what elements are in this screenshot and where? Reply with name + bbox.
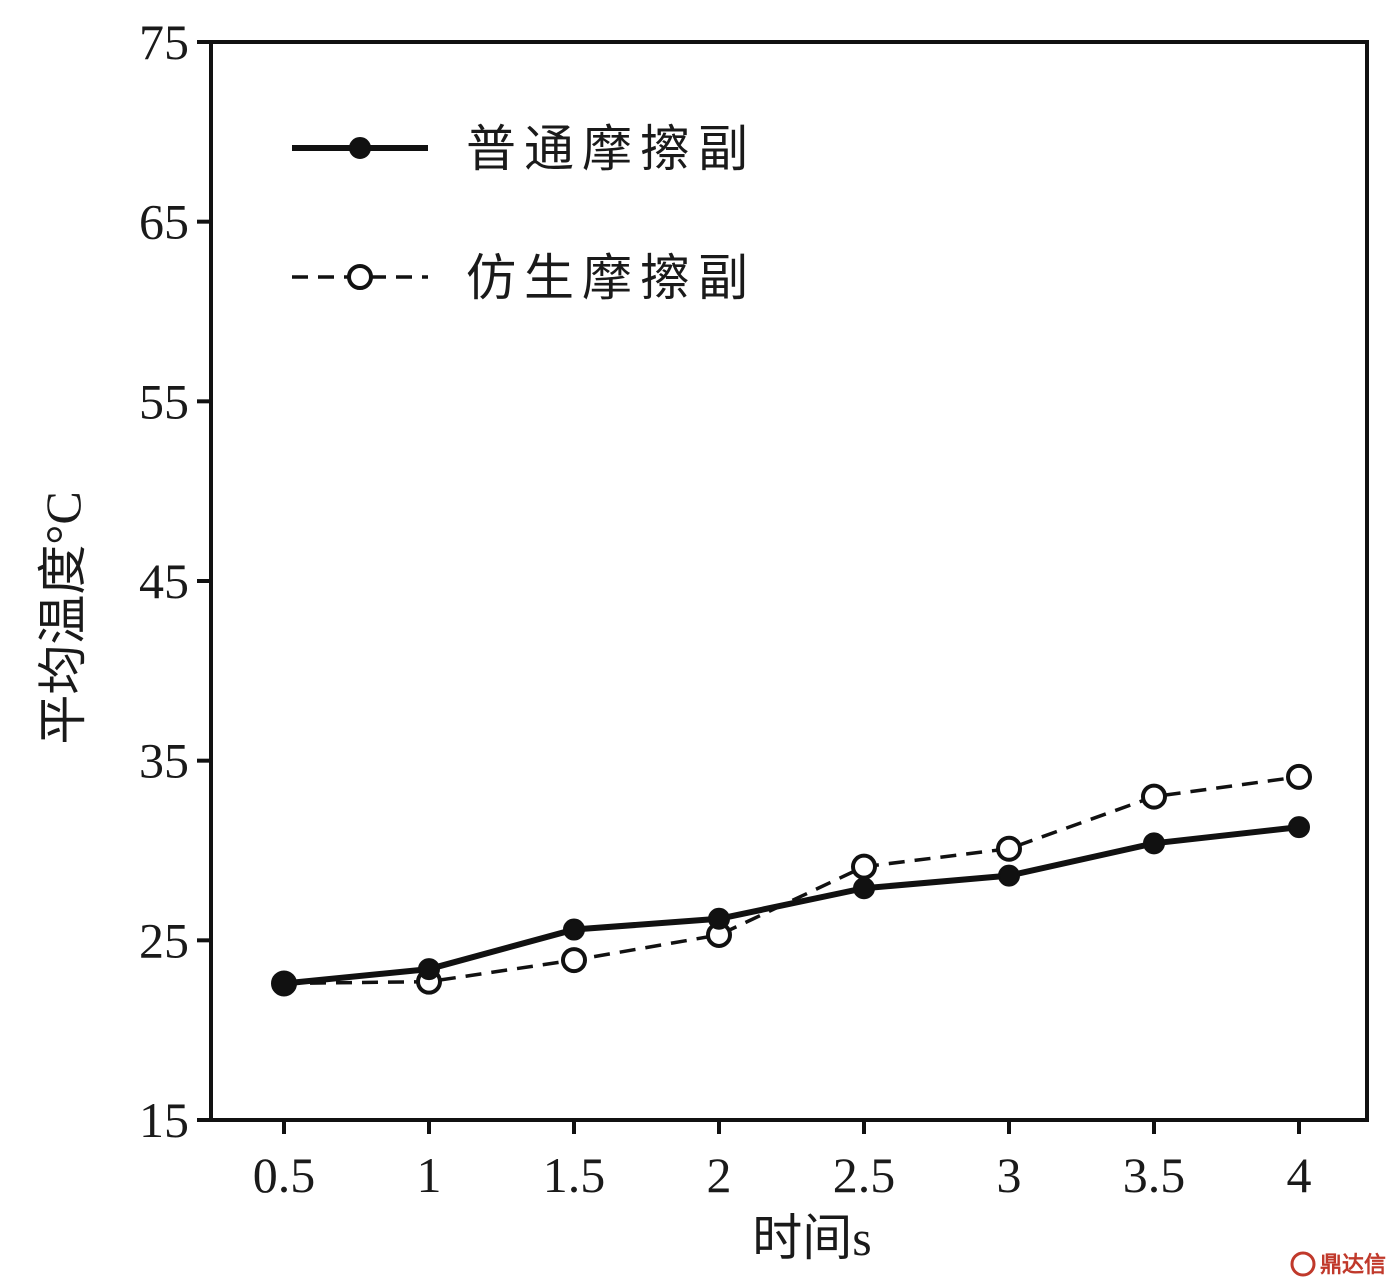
x-tick-label: 3.5 bbox=[1123, 1147, 1186, 1203]
data-point bbox=[563, 918, 585, 941]
x-tick-label: 0.5 bbox=[253, 1147, 316, 1203]
x-axis: 0.5 1 1.5 2 2.5 3 3.5 4 bbox=[253, 1120, 1312, 1203]
data-point bbox=[853, 877, 875, 900]
data-point bbox=[561, 947, 587, 974]
x-tick-label: 2.5 bbox=[833, 1147, 896, 1203]
y-tick-label: 25 bbox=[139, 912, 189, 968]
x-tick-label: 4 bbox=[1287, 1147, 1312, 1203]
data-point bbox=[418, 958, 440, 981]
x-axis-title: 时间s bbox=[752, 1210, 871, 1266]
watermark-logo-icon bbox=[1290, 1251, 1316, 1277]
series-line bbox=[283, 824, 1300, 987]
legend-label: 仿生摩擦副 bbox=[466, 249, 756, 307]
y-tick-label: 15 bbox=[139, 1092, 189, 1148]
x-tick-label: 3 bbox=[997, 1147, 1022, 1203]
legend-label: 普通摩擦副 bbox=[466, 120, 756, 178]
data-point bbox=[708, 907, 730, 930]
legend-item-2: 仿生摩擦副 bbox=[292, 249, 756, 307]
y-axis-title: 平均温度°C bbox=[35, 491, 91, 744]
x-tick-label: 1.5 bbox=[543, 1147, 606, 1203]
data-point bbox=[1288, 816, 1310, 839]
data-point bbox=[1143, 832, 1165, 855]
legend-marker bbox=[347, 264, 373, 290]
watermark-text: 鼎达信 bbox=[1320, 1252, 1386, 1278]
y-tick-label: 55 bbox=[139, 373, 189, 429]
data-point bbox=[998, 864, 1020, 887]
data-point bbox=[1286, 763, 1312, 790]
x-tick-label: 2 bbox=[707, 1147, 732, 1203]
data-point bbox=[996, 835, 1022, 862]
y-tick-label: 75 bbox=[139, 14, 189, 70]
legend-item-1: 普通摩擦副 bbox=[292, 120, 756, 178]
data-point bbox=[273, 972, 295, 995]
series-layer bbox=[271, 763, 1312, 997]
series-line bbox=[283, 775, 1300, 986]
y-tick-label: 45 bbox=[139, 553, 189, 609]
series-1 bbox=[273, 816, 1310, 995]
legend-marker bbox=[349, 137, 371, 159]
y-tick-label: 35 bbox=[139, 733, 189, 789]
x-tick-label: 1 bbox=[417, 1147, 442, 1203]
y-axis: 15 25 35 45 55 65 75 bbox=[139, 14, 211, 1148]
y-tick-label: 65 bbox=[139, 194, 189, 250]
data-point bbox=[851, 853, 877, 880]
watermark: 鼎达信 bbox=[1290, 1251, 1386, 1278]
data-point bbox=[1141, 783, 1167, 810]
